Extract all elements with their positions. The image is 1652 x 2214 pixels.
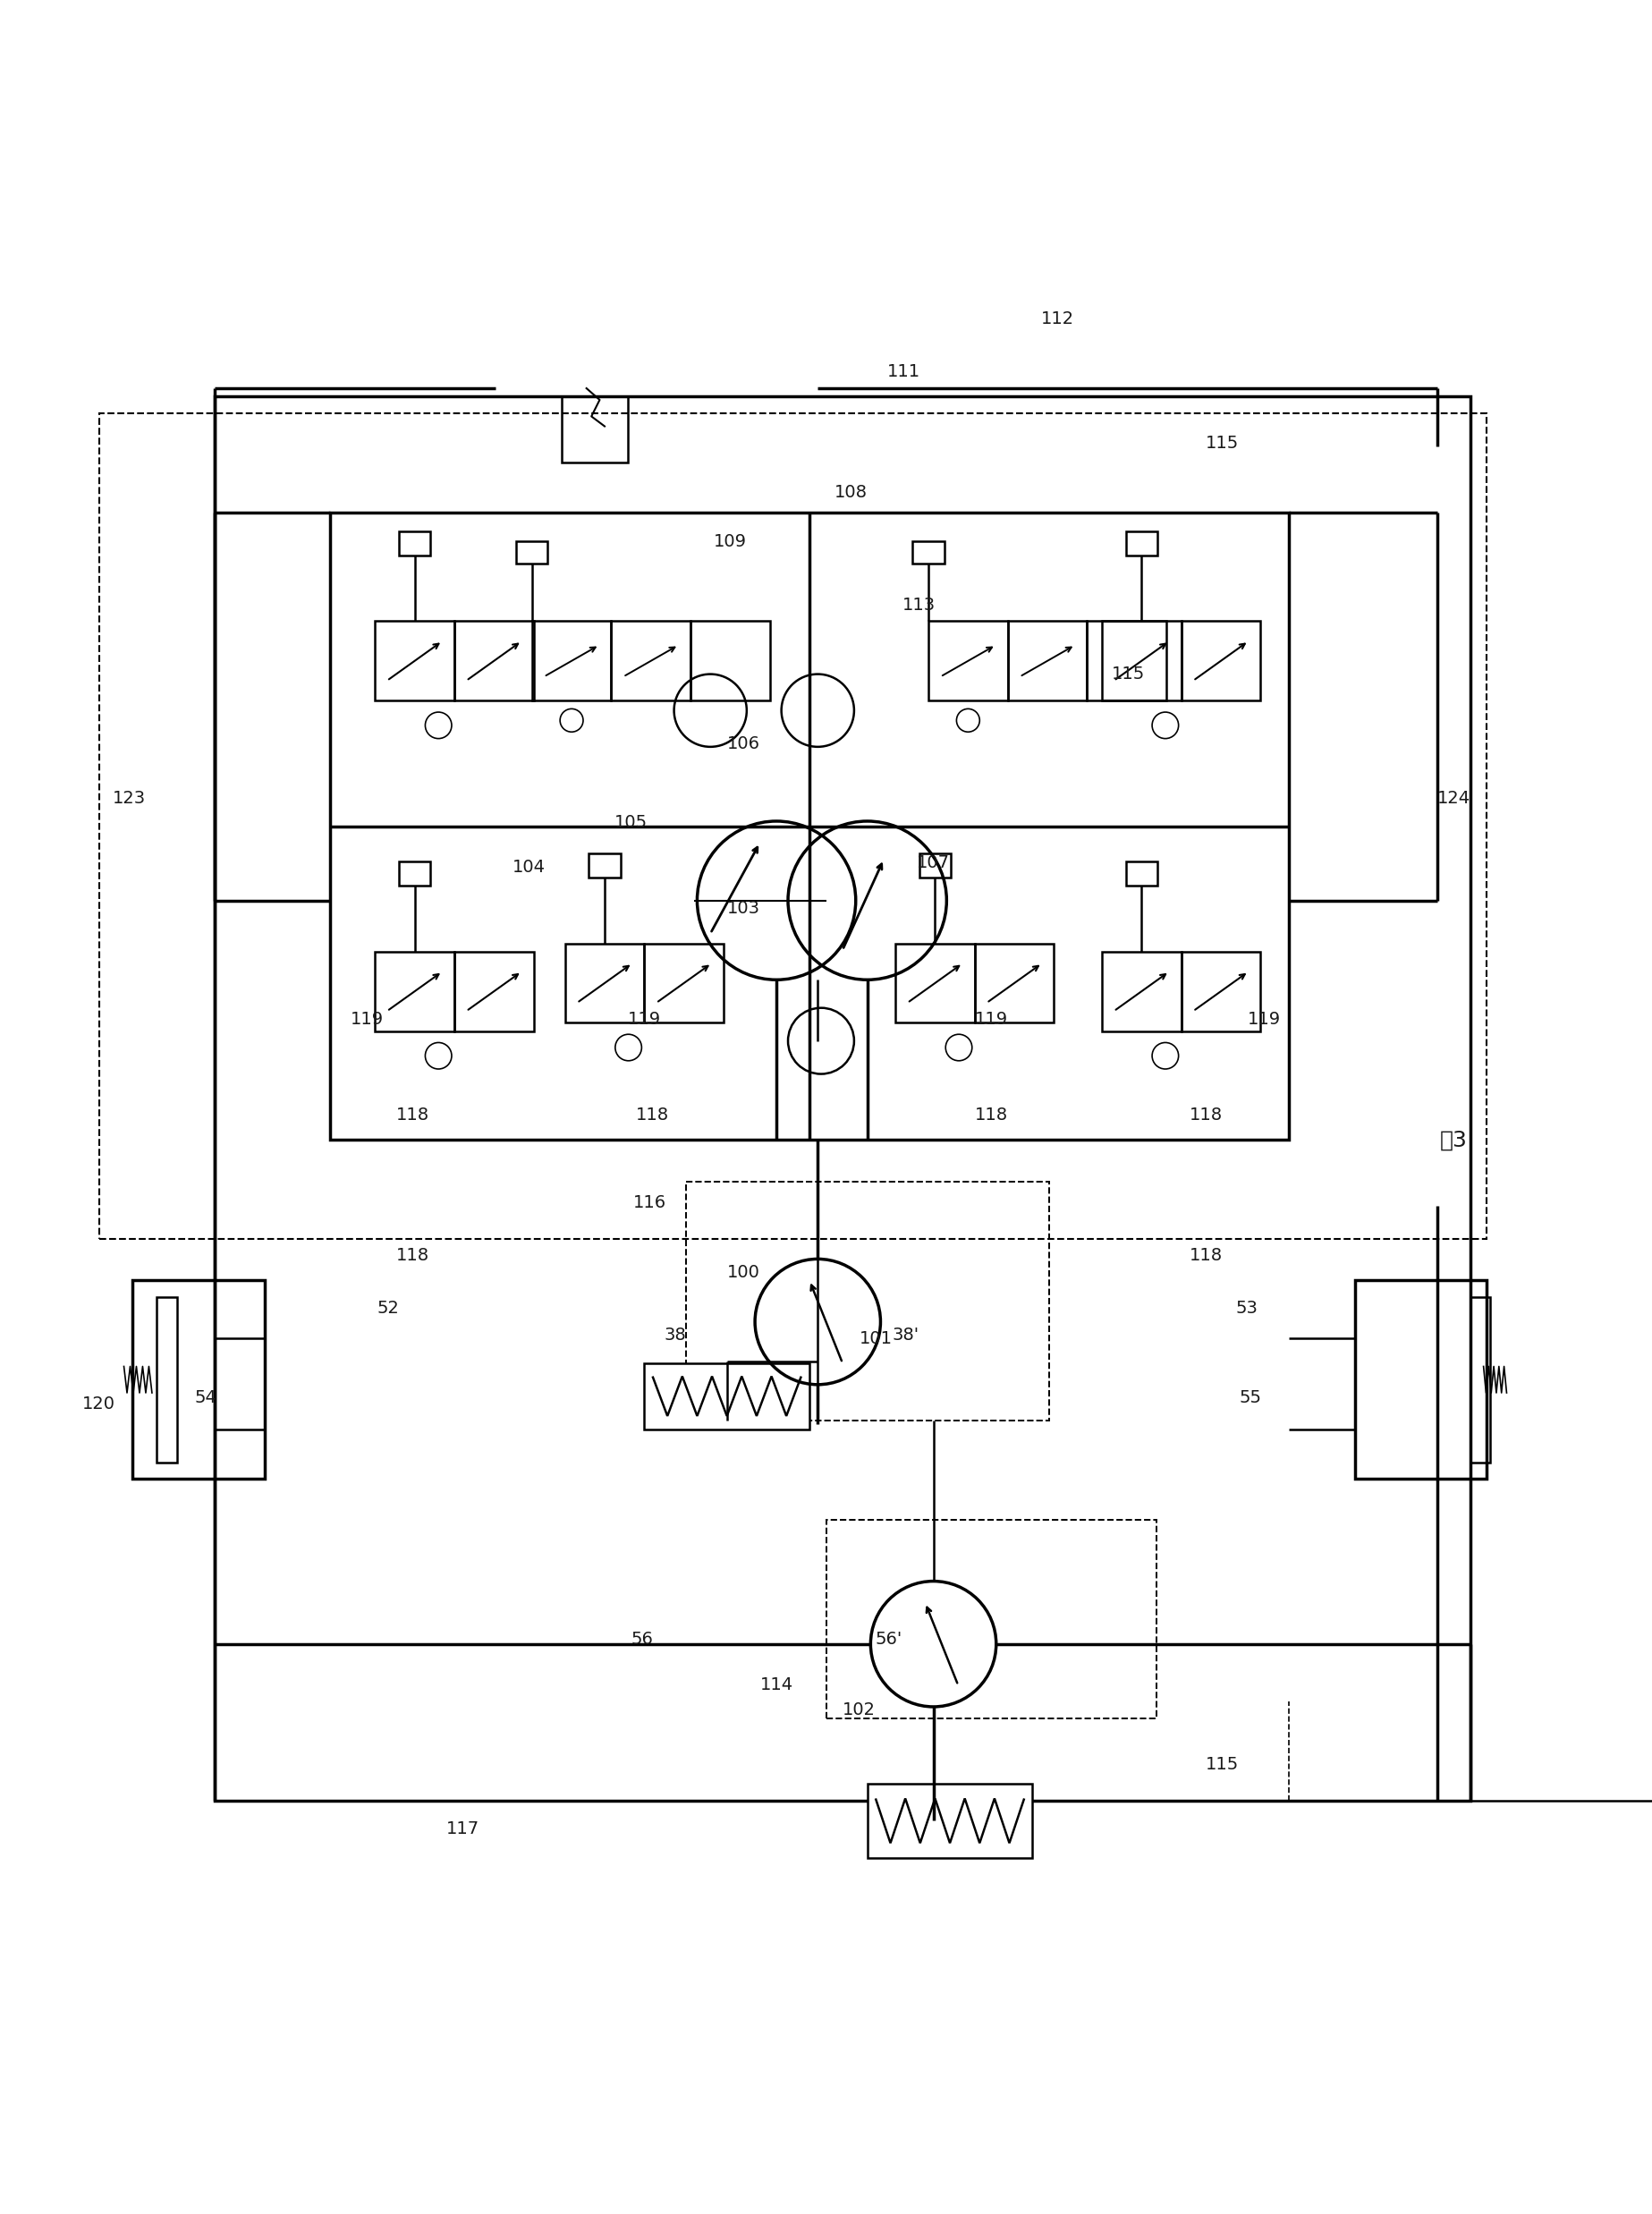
Bar [867, 1784, 1032, 1858]
Text: 图3: 图3 [1441, 1129, 1467, 1151]
Text: 120: 120 [83, 1395, 116, 1413]
Bar [644, 1364, 809, 1430]
Text: 116: 116 [633, 1193, 666, 1211]
Text: 114: 114 [760, 1676, 793, 1694]
Text: 115: 115 [1206, 434, 1239, 452]
Text: 103: 103 [727, 901, 760, 917]
Text: 119: 119 [350, 1012, 383, 1027]
Text: 118: 118 [1189, 1107, 1222, 1125]
Text: 124: 124 [1437, 790, 1470, 806]
Text: 52: 52 [377, 1300, 398, 1317]
Text: 54: 54 [195, 1390, 216, 1406]
Text: 53: 53 [1236, 1300, 1257, 1317]
Text: 115: 115 [1206, 1756, 1239, 1773]
Text: 101: 101 [859, 1331, 892, 1346]
Text: 55: 55 [1239, 1390, 1262, 1406]
Text: 107: 107 [917, 855, 950, 870]
Text: 108: 108 [834, 485, 867, 500]
Text: 119: 119 [975, 1012, 1008, 1027]
Text: 113: 113 [902, 596, 935, 613]
Text: 109: 109 [714, 534, 747, 551]
Text: 118: 118 [975, 1107, 1008, 1125]
Text: 118: 118 [1189, 1246, 1222, 1264]
Text: 118: 118 [636, 1107, 669, 1125]
Text: 105: 105 [615, 815, 648, 830]
Text: 111: 111 [887, 363, 920, 381]
Text: 56: 56 [631, 1630, 653, 1647]
Text: 112: 112 [1041, 310, 1074, 328]
Text: 100: 100 [727, 1264, 760, 1280]
Text: 104: 104 [512, 859, 545, 877]
Text: 119: 119 [628, 1012, 661, 1027]
Text: 38': 38' [892, 1326, 919, 1344]
Text: 102: 102 [843, 1703, 876, 1718]
Text: 38: 38 [664, 1326, 686, 1344]
Text: 119: 119 [1247, 1012, 1280, 1027]
Text: 118: 118 [396, 1246, 430, 1264]
Text: 123: 123 [112, 790, 145, 806]
Text: 115: 115 [1112, 666, 1145, 682]
Text: 117: 117 [446, 1820, 479, 1838]
Text: 106: 106 [727, 735, 760, 753]
Text: 56': 56' [876, 1630, 902, 1647]
Text: 118: 118 [396, 1107, 430, 1125]
